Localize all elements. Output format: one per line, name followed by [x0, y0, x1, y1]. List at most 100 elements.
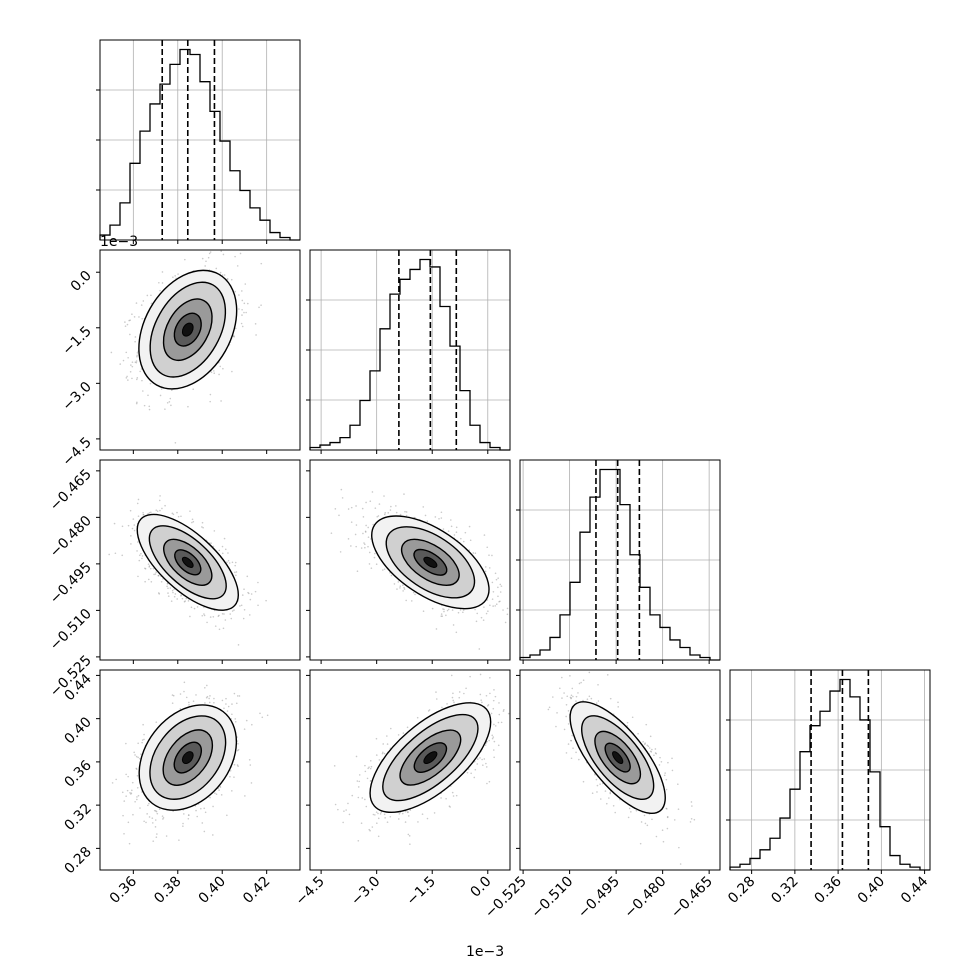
pair-2-1-point	[374, 507, 377, 509]
pair-2-1-point	[368, 551, 371, 554]
hist-panel-3	[726, 669, 931, 874]
hist-0-frame	[99, 39, 301, 241]
pair-2-0-point	[240, 604, 243, 607]
pair-2-1-point	[362, 516, 365, 518]
pair-2-0-point	[248, 614, 251, 616]
pair-3-0-point	[111, 782, 114, 784]
pair-2-1-point	[502, 609, 504, 611]
hist-2-steps	[519, 468, 720, 661]
pair-3-0-point	[123, 800, 126, 802]
pair-1-0-point	[149, 461, 151, 463]
pair-2-0-point	[185, 597, 188, 600]
pair-3-0-point	[182, 822, 184, 825]
pair-2-0-point	[170, 600, 173, 602]
pair-3-0-point	[203, 830, 206, 833]
pair-1-0-point	[184, 258, 186, 261]
pair-1-0-point	[136, 354, 138, 357]
pair-2-0-point	[235, 571, 238, 573]
pair-2-1-point	[383, 568, 386, 570]
pair-2-1-point	[438, 518, 440, 520]
pair-2-0-point	[142, 513, 145, 516]
pair-1-0-point	[122, 359, 125, 362]
pair-3-0-point	[129, 791, 131, 794]
hist-2-frame	[519, 459, 721, 661]
pair-2-0-point	[130, 535, 132, 537]
hist-panel-2	[516, 459, 721, 664]
pair-1-0-point	[243, 302, 246, 305]
pair-1-0-point	[124, 325, 127, 327]
pair-1-0-point	[218, 373, 220, 376]
pair-2-1-point	[488, 567, 491, 569]
pair-1-0-point	[233, 335, 236, 338]
pair-2-1-point	[500, 585, 503, 587]
pair-1-0-frame	[99, 249, 301, 451]
pair-1-0-point	[129, 370, 132, 373]
pair-2-0-point	[127, 524, 130, 527]
pair-1-0-point	[169, 397, 172, 400]
pair-2-1-point	[440, 615, 443, 617]
pair-2-0-point	[226, 561, 228, 563]
pair-2-1-point	[474, 552, 477, 554]
pair-2-1-point	[365, 524, 367, 527]
pair-1-0-point	[131, 361, 134, 363]
pair-3-0-point	[133, 751, 135, 754]
pair-2-1-point	[499, 583, 502, 586]
pair-2-1-point	[404, 510, 406, 513]
pair-3-1-point	[398, 813, 401, 815]
pair-1-0-point	[209, 251, 212, 253]
pair-2-1-point	[399, 513, 402, 516]
pair-2-0-point	[187, 600, 190, 602]
pair-2-1-point	[373, 556, 376, 559]
pair-2-0-point	[221, 552, 224, 555]
pair-1-0-point	[148, 408, 151, 411]
pair-3-0-point	[172, 694, 175, 697]
pair-3-0-point	[179, 693, 182, 695]
pair-3-0-point	[237, 748, 240, 751]
pair-2-1-point	[537, 572, 539, 574]
pair-2-0-point	[183, 600, 186, 603]
pair-2-0-point	[171, 589, 174, 592]
pair-2-0-point	[224, 619, 227, 621]
pair-1-0-point	[231, 370, 233, 373]
pair-2-0-point	[155, 509, 158, 512]
pair-3-0-point	[182, 825, 184, 827]
pair-1-0-point	[159, 394, 162, 397]
pair-1-0-point	[134, 340, 136, 343]
pair-2-1-point	[354, 533, 357, 536]
pair-2-1-point	[399, 585, 402, 588]
pair-2-0-point	[180, 594, 182, 596]
pair-2-1-point	[367, 526, 370, 529]
pair-3-0-point	[196, 815, 198, 818]
pair-2-1-point	[384, 512, 387, 514]
pair-2-1-point	[350, 545, 352, 547]
pair-3-0-point	[128, 842, 131, 845]
pair-3-0-point	[125, 742, 127, 745]
pair-1-0-point	[150, 302, 153, 305]
pair-3-1-point	[452, 692, 454, 695]
pair-1-0-point	[128, 319, 130, 322]
pair-3-1-point	[492, 699, 495, 702]
pair-2-0-point	[201, 526, 203, 528]
pair-3-0-point	[248, 759, 251, 761]
pair-3-0-point	[227, 705, 230, 708]
hist-1-steps	[309, 258, 510, 451]
pair-2-0-point	[181, 597, 184, 600]
pair-2-0-point	[132, 518, 135, 520]
pair-3-1-point	[497, 721, 500, 724]
pair-3-0-point	[155, 836, 158, 839]
pair-2-0-point	[222, 627, 225, 630]
pair-2-1-point	[451, 609, 454, 611]
pair-3-0-point	[145, 821, 147, 824]
pair-2-0-point	[228, 562, 231, 564]
pair-2-0-point	[221, 545, 224, 548]
pair-1-0-point	[131, 365, 134, 368]
pair-1-0-point	[136, 401, 138, 404]
pair-3-0-point	[225, 703, 227, 705]
pair-1-0-point	[192, 388, 195, 391]
pair-3-0-point	[212, 805, 214, 808]
pair-2-0-point	[137, 575, 139, 578]
pair-1-0-point	[246, 302, 249, 305]
pair-3-1-point	[378, 759, 381, 761]
pair-2-1-point	[403, 493, 405, 495]
pair-1-0-point	[158, 281, 160, 284]
